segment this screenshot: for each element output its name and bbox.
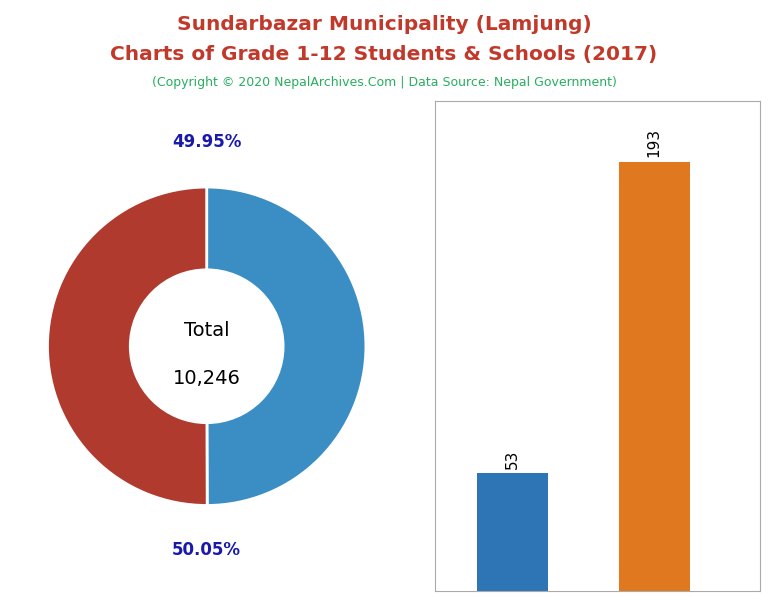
Bar (477, 473, 548, 591)
Text: 53: 53 (505, 450, 520, 469)
Wedge shape (207, 187, 366, 506)
Text: Total: Total (184, 321, 230, 340)
Text: Sundarbazar Municipality (Lamjung): Sundarbazar Municipality (Lamjung) (177, 15, 591, 34)
Text: 49.95%: 49.95% (172, 134, 241, 152)
Bar (619, 162, 690, 591)
Legend: Male Students (5,118), Female Students (5,128): Male Students (5,118), Female Students (… (0, 591, 171, 597)
Text: Charts of Grade 1-12 Students & Schools (2017): Charts of Grade 1-12 Students & Schools … (111, 45, 657, 64)
Text: (Copyright © 2020 NepalArchives.Com | Data Source: Nepal Government): (Copyright © 2020 NepalArchives.Com | Da… (151, 76, 617, 90)
Text: 10,246: 10,246 (173, 368, 240, 387)
Text: 50.05%: 50.05% (172, 541, 241, 559)
Wedge shape (48, 187, 207, 506)
Text: 193: 193 (647, 128, 661, 157)
